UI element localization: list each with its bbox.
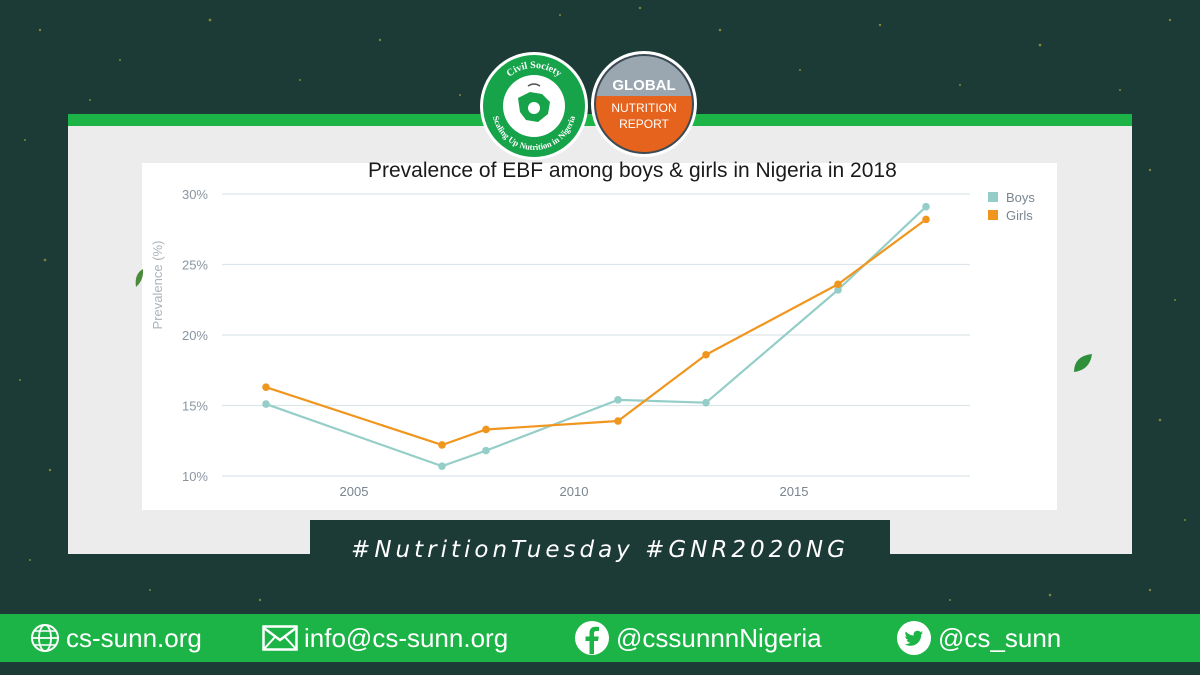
sunn-logo: Civil Society Scaling Up Nutrition in Ni… [480,52,588,160]
legend-label-girls: Girls [1006,208,1033,223]
leaf-icon [1074,354,1092,372]
chart-card: 10% 15% 20% 25% 30% 2005 2010 2015 Prevalence (%… [142,163,1057,510]
footer-email[interactable]: info@cs-sunn.org [262,614,508,662]
legend-swatch-girls [988,210,998,220]
website-link[interactable]: cs-sunn.org [66,622,202,653]
line-chart: 10% 15% 20% 25% 30% 2005 2010 2015 Prevalence (%… [150,187,1035,499]
data-point-boys [834,286,842,294]
facebook-icon [575,621,609,655]
y-tick-label: 10% [182,469,208,484]
svg-text:GLOBAL: GLOBAL [612,77,675,94]
data-point-girls [438,441,446,449]
data-point-girls [922,215,930,224]
data-point-boys [438,462,446,470]
data-point-boys [482,446,490,455]
data-point-girls [834,280,842,289]
data-point-boys [614,396,622,404]
gnr-logo: GLOBAL NUTRITION REPORT [591,51,697,157]
data-point-girls [262,383,270,391]
leaf-icon [135,269,144,287]
footer-twitter[interactable]: @cs_sunn [896,614,1061,662]
hashtag-banner: #NutritionTuesday #GNR2020NG [310,520,890,580]
data-point-boys [262,400,270,408]
twitter-icon [897,621,931,655]
y-tick-label: 30% [182,187,208,202]
footer-facebook[interactable]: @cssunnnNigeria [574,614,822,662]
y-tick-label: 15% [182,399,208,414]
svg-text:REPORT: REPORT [619,117,669,131]
x-tick-label: 2005 [340,484,369,499]
series-line-girls [265,218,927,447]
mail-icon [262,625,298,651]
y-tick-label: 20% [182,328,208,343]
data-point-girls [482,425,490,434]
svg-text:NUTRITION: NUTRITION [611,101,676,115]
email-link[interactable]: info@cs-sunn.org [304,622,509,653]
legend-swatch-boys [988,192,998,202]
footer-website[interactable]: cs-sunn.org [30,614,202,662]
y-tick-label: 25% [182,258,208,273]
data-point-boys [702,398,710,407]
facebook-handle[interactable]: @cssunnnNigeria [616,622,822,653]
data-point-girls [614,417,622,425]
legend-label-boys: Boys [1006,190,1035,205]
series-line-boys [265,205,927,468]
data-point-boys [922,202,930,211]
footer-bar: cs-sunn.org info@cs-sunn.org @cssunnnNig… [0,614,1200,662]
x-tick-label: 2010 [560,484,589,499]
twitter-handle[interactable]: @cs_sunn [938,622,1062,653]
data-point-girls [702,350,710,359]
globe-icon [31,624,59,652]
chart-title: Prevalence of EBF among boys & girls in … [368,159,897,182]
y-axis-label: Prevalence (%) [150,241,165,330]
hashtag-text: #NutritionTuesday #GNR2020NG [351,537,849,563]
x-tick-label: 2015 [780,484,809,499]
